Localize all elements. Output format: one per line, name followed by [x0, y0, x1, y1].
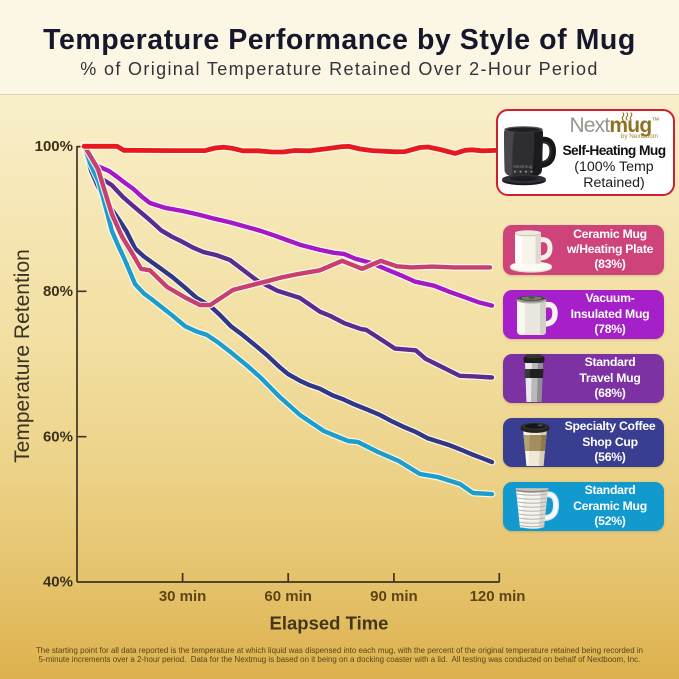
svg-text:80%: 80% — [43, 283, 73, 300]
svg-text:Temperature Retention: Temperature Retention — [11, 249, 34, 463]
svg-text:100%: 100% — [35, 138, 73, 155]
svg-text:Nextmug: Nextmug — [513, 164, 533, 170]
svg-text:Elapsed Time: Elapsed Time — [270, 613, 389, 634]
svg-text:40%: 40% — [43, 574, 73, 591]
svg-text:60 min: 60 min — [264, 588, 312, 605]
svg-text:90 min: 90 min — [370, 588, 418, 605]
svg-text:120 min: 120 min — [470, 588, 526, 605]
svg-text:30 min: 30 min — [159, 588, 207, 605]
svg-text:60%: 60% — [43, 429, 73, 446]
